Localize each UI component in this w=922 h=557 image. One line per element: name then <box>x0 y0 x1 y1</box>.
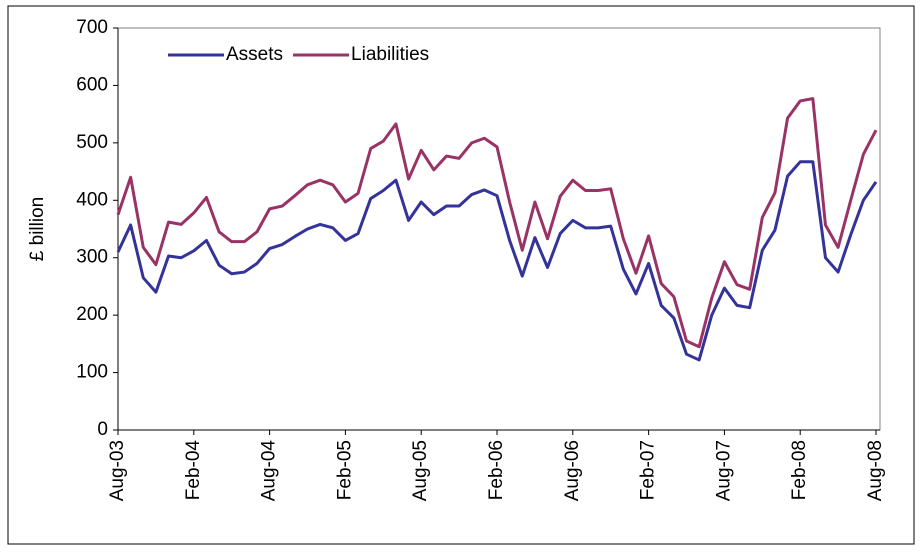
x-tick-label: Aug-08 <box>865 440 886 501</box>
x-tick-label: Aug-05 <box>410 440 431 501</box>
x-tick-label: Aug-04 <box>259 440 280 502</box>
x-tick-label: Feb-04 <box>183 440 204 501</box>
x-tick-label: Feb-08 <box>789 440 810 500</box>
line-series <box>116 97 878 349</box>
y-tick-label: 100 <box>76 362 108 383</box>
legend-label: Assets <box>226 44 283 65</box>
legend-label: Liabilities <box>351 44 429 65</box>
y-tick-label: 200 <box>76 304 108 325</box>
line-series <box>116 160 878 362</box>
y-tick-label: 600 <box>76 74 108 95</box>
y-tick-label: 400 <box>76 189 108 210</box>
x-tick-label: Feb-07 <box>638 440 659 500</box>
x-tick-label: Aug-06 <box>562 440 583 501</box>
x-tick-label: Feb-06 <box>486 440 507 500</box>
y-tick-label: 500 <box>76 132 108 153</box>
x-tick-label: Aug-03 <box>107 440 128 501</box>
chart-border <box>7 5 915 545</box>
x-tick-label: Feb-05 <box>334 440 355 500</box>
y-axis-label: £ billion <box>27 197 48 261</box>
y-tick-label: 700 <box>76 17 108 38</box>
y-tick-label: 0 <box>97 419 108 440</box>
y-tick-label: 300 <box>76 247 108 268</box>
x-tick-label: Aug-07 <box>713 440 734 501</box>
